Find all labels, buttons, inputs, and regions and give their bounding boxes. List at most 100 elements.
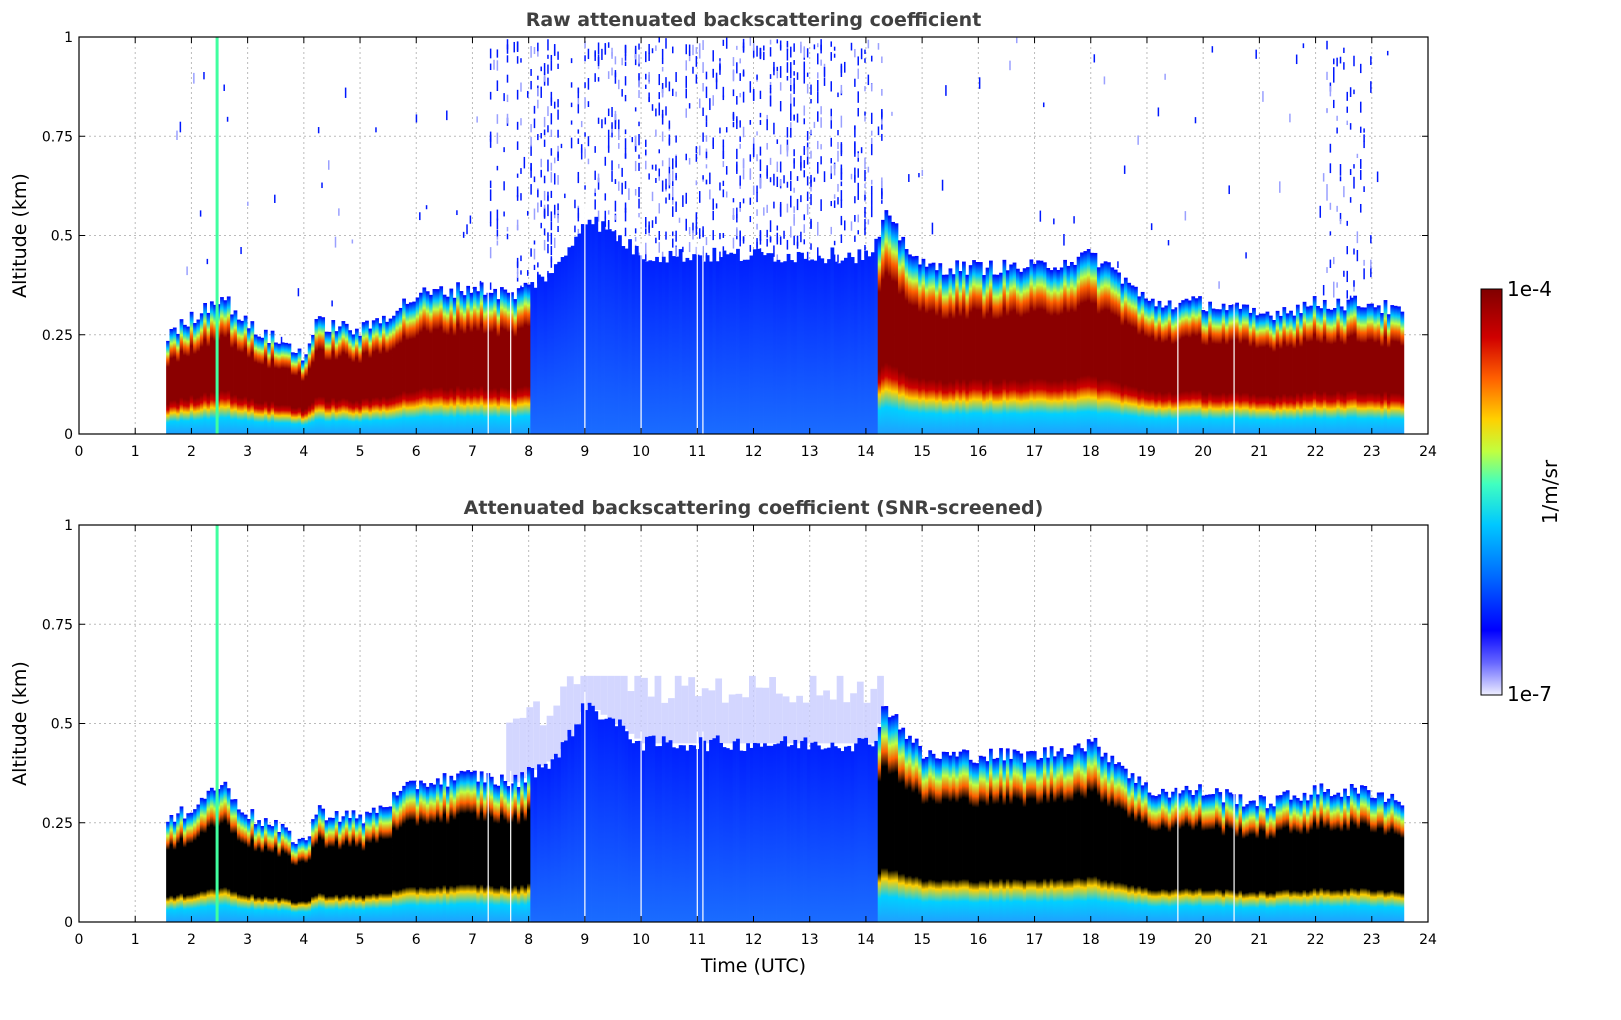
noise-mark <box>692 66 694 74</box>
noise-mark <box>665 106 667 116</box>
noise-mark <box>870 192 873 205</box>
profile-column <box>1154 306 1159 434</box>
noise-mark <box>523 156 526 169</box>
noise-mark <box>496 209 499 221</box>
profile-column <box>476 781 481 922</box>
noise-mark <box>857 91 859 103</box>
noise-mark <box>476 116 478 123</box>
profile-column <box>736 738 740 922</box>
noise-mark <box>779 179 782 187</box>
profile-column <box>1019 753 1024 922</box>
profile-column <box>965 274 970 434</box>
noise-mark <box>1228 185 1230 195</box>
noise-mark <box>736 62 738 74</box>
noise-mark <box>790 46 792 58</box>
profile-column <box>506 786 511 922</box>
noise-mark <box>790 127 792 138</box>
x-axis-label: Time (UTC) <box>700 955 806 977</box>
noise-mark <box>803 239 806 245</box>
profile-column <box>550 759 555 922</box>
noise-mark <box>806 251 809 264</box>
profile-column <box>233 310 238 434</box>
profile-column <box>1171 309 1175 434</box>
profile-column <box>1322 791 1327 922</box>
profile-column <box>938 263 943 434</box>
profile-column <box>469 771 474 922</box>
noise-mark <box>820 199 822 212</box>
profile-column <box>523 282 528 434</box>
noise-mark <box>503 211 505 217</box>
noise-mark <box>840 181 843 187</box>
noise-mark <box>688 227 691 235</box>
noise-mark <box>506 55 509 63</box>
noise-mark <box>648 92 650 103</box>
profile-column <box>1366 790 1371 922</box>
profile-column <box>1370 797 1374 922</box>
noise-mark <box>550 245 553 256</box>
noise-mark <box>516 141 519 150</box>
noise-mark <box>692 44 694 56</box>
x-tick-label: 18 <box>1082 444 1100 460</box>
noise-mark <box>597 42 600 55</box>
noise-mark <box>1333 256 1335 265</box>
noise-mark <box>496 234 499 240</box>
profile-column <box>1211 794 1216 922</box>
noise-mark <box>1356 153 1359 159</box>
noise-mark <box>1346 270 1348 283</box>
noise-mark <box>577 103 580 114</box>
colorbar: 1e-4 1e-7 1/m/sr <box>1480 277 1562 706</box>
noise-mark <box>739 58 741 64</box>
profile-column <box>685 257 690 434</box>
profile-column <box>1397 306 1401 434</box>
profile-column <box>301 360 305 434</box>
profile-column <box>1319 308 1324 434</box>
noise-mark <box>850 173 853 180</box>
profile-column <box>176 333 181 434</box>
profile-column <box>1150 298 1155 434</box>
noise-mark <box>533 176 536 183</box>
noise-mark <box>537 51 539 57</box>
noise-mark <box>736 214 738 223</box>
noise-mark <box>543 129 546 136</box>
profile-column <box>1100 263 1105 434</box>
noise-mark <box>1359 101 1362 113</box>
profile-column <box>543 763 548 922</box>
profile-column <box>257 820 261 922</box>
noise-mark <box>1346 290 1348 299</box>
noise-mark <box>530 80 532 90</box>
noise-mark <box>621 182 623 195</box>
profile-column <box>1329 796 1334 922</box>
noise-mark <box>769 39 772 45</box>
noise-mark <box>742 198 745 204</box>
noise-mark <box>793 158 795 164</box>
profile-column <box>867 744 872 922</box>
noise-mark <box>634 136 637 147</box>
profile-column <box>918 264 922 434</box>
profile-column <box>365 811 369 922</box>
x-tick-label: 21 <box>1250 932 1268 948</box>
noise-mark <box>840 144 843 155</box>
noise-mark <box>526 210 529 216</box>
profile-column <box>1154 796 1159 922</box>
noise-mark <box>698 98 701 109</box>
profile-column <box>790 260 794 434</box>
noise-mark <box>736 227 738 237</box>
profile-column <box>186 813 191 922</box>
profile-column <box>182 818 187 922</box>
profile-column <box>958 271 963 434</box>
profile-column <box>449 775 454 922</box>
noise-mark <box>756 185 758 194</box>
profile-column <box>618 235 622 434</box>
profile-column <box>570 245 575 434</box>
noise-mark <box>1319 205 1322 218</box>
noise-mark <box>1053 218 1055 225</box>
noise-mark <box>813 44 816 50</box>
noise-mark <box>594 199 596 210</box>
noise-mark <box>1326 40 1328 50</box>
profile-column <box>500 774 504 922</box>
noise-mark <box>806 203 809 215</box>
profile-column <box>1171 791 1175 922</box>
noise-mark <box>594 146 596 153</box>
profile-column <box>1299 800 1304 922</box>
profile-column <box>1046 267 1051 434</box>
